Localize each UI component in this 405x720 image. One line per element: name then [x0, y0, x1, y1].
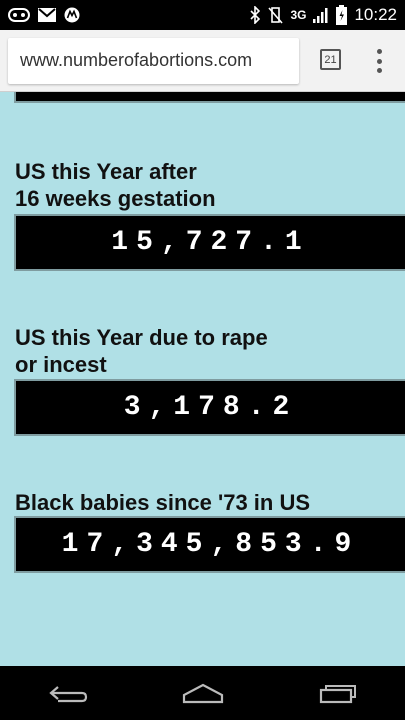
recent-apps-icon[interactable] [308, 673, 368, 713]
bluetooth-icon [250, 6, 261, 24]
url-bar[interactable]: www.numberofabortions.com [8, 37, 299, 84]
overflow-menu-icon[interactable] [370, 47, 388, 75]
web-content[interactable]: US this Year after 16 weeks gestation 15… [0, 92, 405, 666]
signal-icon [313, 7, 329, 23]
gmail-icon [38, 8, 56, 22]
battery-icon [336, 5, 348, 25]
counter-label-line: 16 weeks gestation [15, 186, 216, 211]
counter-label-line: US this Year after [15, 159, 197, 184]
counter-value-black-babies: 17,345,853.9 [14, 516, 405, 573]
system-icons: 3G 10:22 [250, 5, 397, 25]
vibrate-icon [267, 6, 284, 24]
counter-label-black-babies: Black babies since '73 in US [15, 489, 395, 516]
back-icon[interactable] [38, 673, 98, 713]
clock: 10:22 [354, 5, 397, 24]
partial-counter-box [14, 92, 405, 103]
status-bar: 3G 10:22 [0, 0, 405, 30]
counter-label-line: US this Year due to rape [15, 325, 268, 350]
counter-label-late-term: US this Year after 16 weeks gestation [15, 158, 395, 212]
navigation-bar [0, 666, 405, 720]
counter-label-line: or incest [15, 352, 107, 377]
notification-icons [8, 7, 80, 23]
counter-label-rape-incest: US this Year due to rape or incest [15, 324, 395, 378]
tab-switcher-button[interactable]: 21 [320, 49, 341, 70]
mail-outline-icon [8, 8, 30, 22]
counter-value-late-term: 15,727.1 [14, 214, 405, 271]
network-type: 3G [290, 8, 307, 22]
motorola-icon [64, 7, 80, 23]
home-icon[interactable] [173, 673, 233, 713]
counter-value-rape-incest: 3,178.2 [14, 379, 405, 436]
counter-label-line: Black babies since '73 in US [15, 490, 311, 515]
browser-toolbar: www.numberofabortions.com 21 [0, 30, 405, 92]
